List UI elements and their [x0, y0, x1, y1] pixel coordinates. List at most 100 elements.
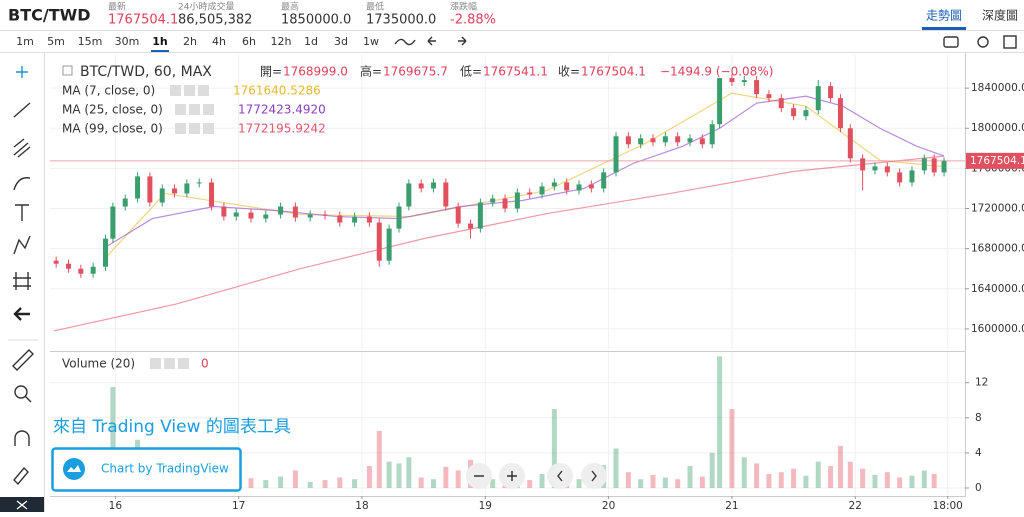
icon-fullscreen[interactable]: [1003, 35, 1017, 49]
interval[interactable]: 3d: [334, 35, 348, 48]
icon-fib[interactable]: [13, 138, 31, 158]
price-tag: [966, 152, 1024, 169]
candle-body: [455, 206, 461, 224]
icon-undo[interactable]: [427, 36, 436, 46]
axes: 16 17 18 19 20 21 22 18:00 1600000.0 1640000.0 168…: [109, 82, 1024, 512]
candle-body: [815, 86, 821, 111]
icon-trendline[interactable]: [13, 102, 31, 118]
interval[interactable]: 5m: [47, 35, 65, 48]
volume-bar: [791, 468, 797, 488]
volume-bar: [741, 457, 747, 488]
volume-bar: [884, 472, 890, 488]
ma-control[interactable]: [189, 104, 200, 115]
icon-prediction[interactable]: [13, 272, 31, 290]
icon-redo[interactable]: [458, 36, 467, 46]
tab[interactable]: 深度圖: [982, 8, 1018, 23]
interval[interactable]: 15m: [78, 35, 103, 48]
interval[interactable]: 6h: [242, 35, 256, 48]
candle-body: [443, 182, 449, 207]
volume-bar: [455, 470, 461, 488]
ma-control[interactable]: [189, 123, 200, 134]
icon-crosshair[interactable]: [16, 66, 28, 78]
volume-control[interactable]: [150, 358, 161, 369]
ma-control[interactable]: [198, 85, 209, 96]
ma-line: [53, 155, 945, 332]
tab[interactable]: 走勢圖: [926, 8, 962, 23]
ma-control[interactable]: [170, 85, 181, 96]
candle-body: [699, 138, 705, 145]
volume-control[interactable]: [178, 358, 189, 369]
badge-logo: [63, 458, 85, 480]
y-tick-label: 4: [975, 447, 982, 459]
icon-lock-draw[interactable]: [13, 466, 29, 486]
candle-body: [588, 184, 594, 189]
label: 最高: [281, 1, 299, 13]
ma-control[interactable]: [175, 104, 186, 115]
candle-body: [860, 158, 866, 171]
icon-line[interactable]: [394, 38, 416, 46]
last-price: 1767504.1: [108, 13, 178, 28]
candle-body: [837, 98, 843, 129]
collapse-toggle[interactable]: [62, 65, 73, 76]
icon-zoom[interactable]: [14, 385, 28, 399]
legend: BTC/TWD, 60, MAX 開= 1768999.0 高= 1769675…: [62, 64, 773, 136]
label: 漲跌幅: [450, 1, 477, 13]
icon-settings[interactable]: [977, 36, 989, 48]
ma-control[interactable]: [203, 104, 214, 115]
ma-name: MA (7, close, 0): [62, 84, 155, 98]
icon-brush[interactable]: [13, 177, 31, 191]
interval[interactable]: 2h: [183, 35, 197, 48]
icon-back[interactable]: [13, 307, 30, 321]
interval[interactable]: 1h: [152, 35, 168, 48]
interval[interactable]: 1m: [16, 35, 34, 48]
candle-body: [278, 206, 284, 215]
interval[interactable]: 1w: [363, 35, 379, 48]
badge[interactable]: [51, 447, 242, 492]
candle-body: [135, 176, 141, 199]
candle-body: [675, 136, 681, 143]
ma-control[interactable]: [175, 123, 186, 134]
scroll-right[interactable]: [581, 463, 607, 489]
icon-zoom-handle: [24, 395, 32, 403]
candle-body: [184, 183, 190, 194]
candle-body: [102, 238, 108, 267]
icon-text[interactable]: [15, 204, 29, 221]
ma-control[interactable]: [203, 123, 214, 134]
volume-bar: [872, 474, 878, 488]
ohlc-label: 低=: [460, 65, 482, 79]
candle-body: [564, 182, 570, 191]
candle-body: [872, 166, 878, 171]
header-bg: [0, 0, 1024, 30]
interval[interactable]: 4h: [212, 35, 226, 48]
candle-body: [502, 198, 508, 209]
candle-body: [196, 182, 202, 184]
ma-name: MA (25, close, 0): [62, 103, 163, 117]
volume-bar: [322, 480, 328, 488]
volume-control[interactable]: [164, 358, 175, 369]
volume-bar: [729, 409, 735, 488]
interval[interactable]: 30m: [115, 35, 140, 48]
icon-pattern[interactable]: [13, 235, 31, 255]
y-tick-label: 1840000.0: [971, 82, 1024, 94]
icon-ruler[interactable]: [12, 349, 34, 371]
ma-control[interactable]: [184, 85, 195, 96]
interval[interactable]: 12h: [271, 35, 292, 48]
icon-camera[interactable]: [943, 36, 959, 48]
scroll-left[interactable]: [547, 463, 573, 489]
volume-bar: [860, 468, 866, 488]
volume: 86,505,382: [178, 13, 252, 28]
volume-bar: [490, 479, 496, 488]
label: 24小時成交量: [178, 1, 234, 13]
high: 1850000.0: [281, 13, 351, 28]
ma-value: 1772423.4920: [238, 103, 326, 117]
candle-body: [778, 98, 784, 109]
candle-body: [172, 188, 178, 194]
volume-bar: [909, 475, 915, 488]
interval[interactable]: 1d: [304, 35, 318, 48]
candle-body: [292, 206, 298, 218]
y-tick-label: 1600000.0: [971, 323, 1024, 335]
icon-magnet[interactable]: [14, 430, 30, 446]
toolbar: 1m 5m 15m 30m 1h 2h 4h 6h 12h 1d 3d 1w: [16, 35, 1017, 52]
price-tag-label: 1767504.1: [970, 155, 1024, 167]
candle-body: [122, 198, 128, 207]
